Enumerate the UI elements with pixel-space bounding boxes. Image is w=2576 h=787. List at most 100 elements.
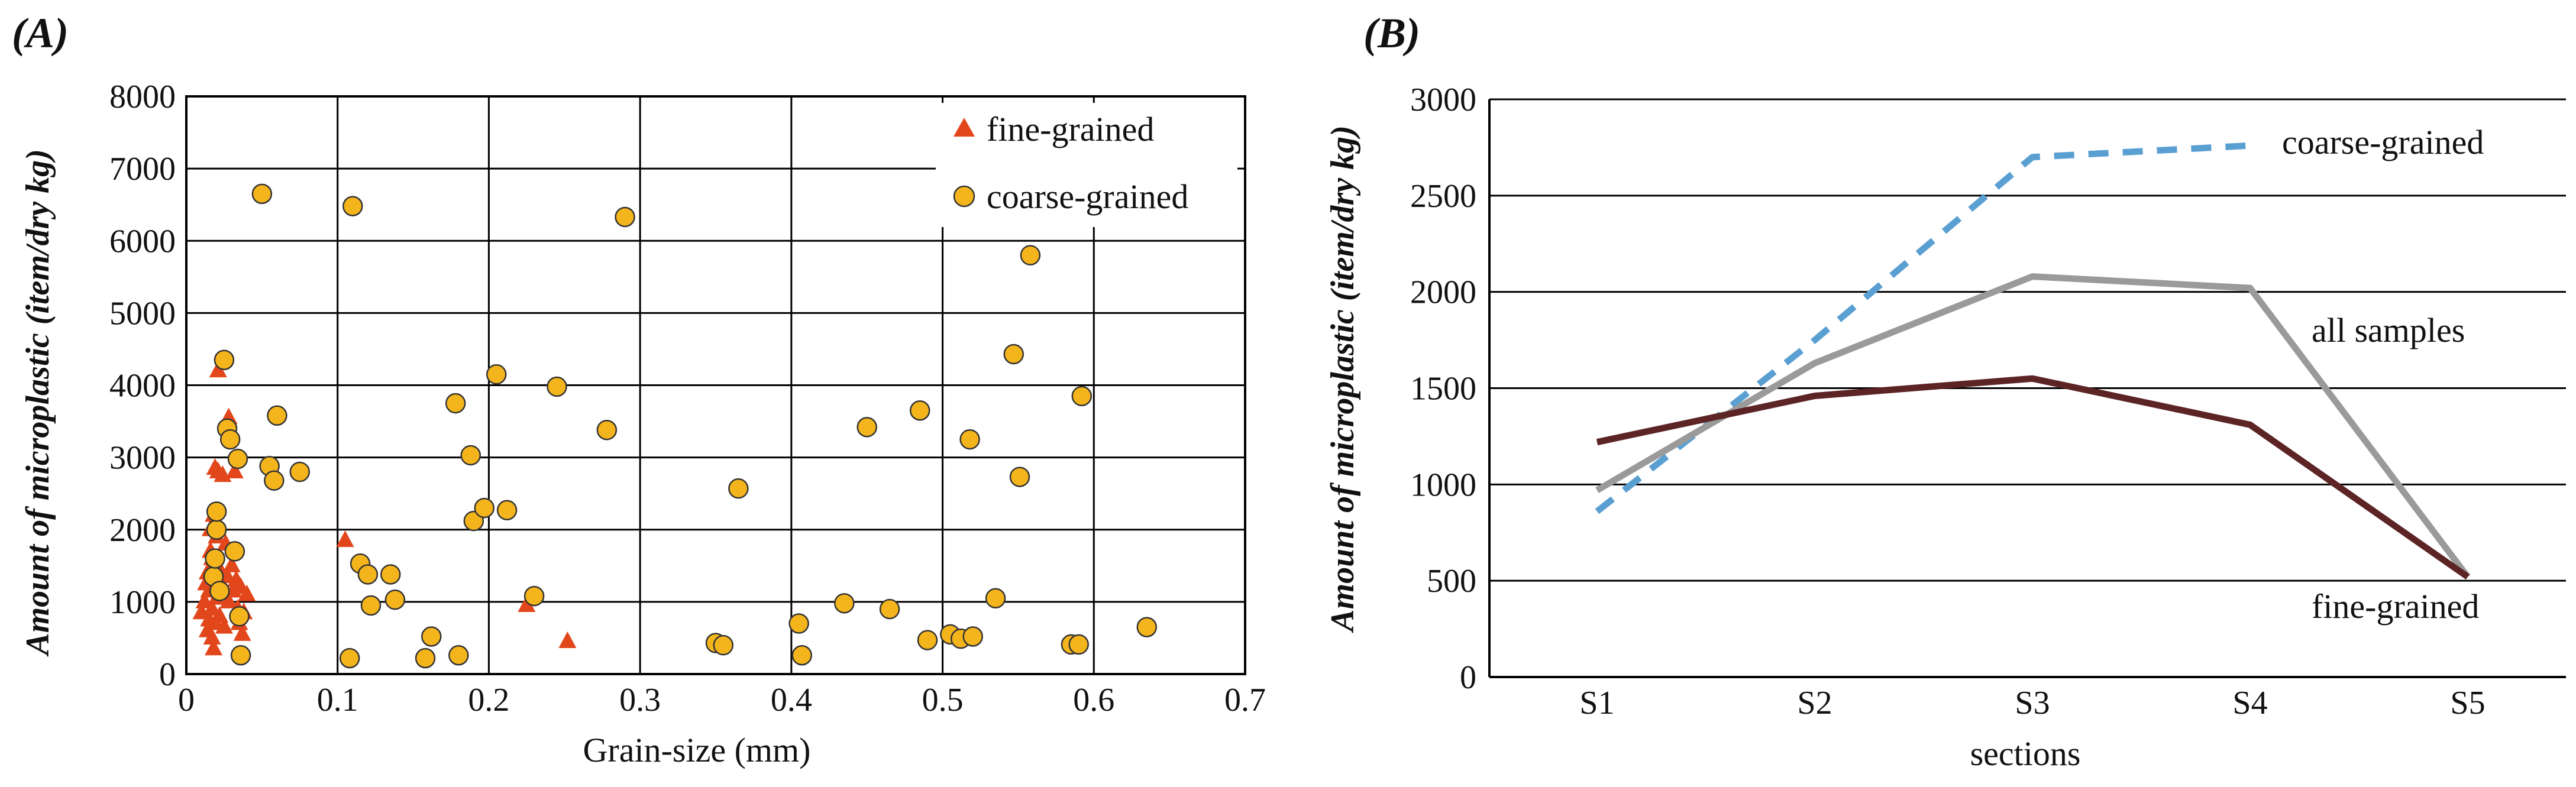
fine-grained-point — [203, 627, 221, 645]
panel-b-series-lines — [1595, 142, 2471, 580]
line-label-coarse-grained: coarse-grained — [2282, 123, 2484, 161]
panel-a-y-tick-label: 1000 — [109, 584, 176, 621]
panel-a-x-tick-label: 0.4 — [771, 682, 812, 718]
coarse-grained-point — [1071, 386, 1093, 407]
legend-coarse-grained-marker — [953, 185, 975, 208]
coarse-grained-point — [227, 448, 248, 469]
coarse-grained-point — [448, 645, 469, 666]
legend-coarse-grained-label: coarse-grained — [987, 177, 1188, 216]
coarse-grained-point — [205, 548, 225, 569]
coarse-grained-point — [474, 497, 495, 519]
coarse-grained-point — [360, 595, 382, 616]
fine-grained-point — [336, 530, 354, 548]
panel-a-scatter-chart: (A) Amount of microplastic (item/dry kg)… — [12, 9, 1266, 769]
panel-a-y-tick-label: 2000 — [109, 512, 176, 549]
coarse-grained-point — [1020, 245, 1041, 265]
panel-b-x-tick-label: S4 — [2232, 685, 2267, 721]
coarse-grained-point — [289, 461, 311, 482]
coarse-grained-point — [713, 634, 734, 656]
coarse-grained-point — [909, 400, 930, 421]
panel-a-y-axis-title: Amount of microplastic (item/dry kg) — [20, 149, 56, 657]
fine-grained-point — [238, 584, 256, 601]
fine-grained-point — [203, 599, 221, 616]
panel-b-x-tick-label: S1 — [1579, 685, 1614, 721]
panel-b-label: (B) — [1363, 9, 1420, 57]
coarse-grained-point — [219, 429, 241, 450]
legend-fine-grained-label: fine-grained — [987, 110, 1154, 148]
coarse-grained-point — [460, 445, 481, 466]
panel-b-y-tick-label: 500 — [1427, 563, 1476, 600]
fine-grained-point — [205, 639, 223, 656]
coarse-grained-point — [791, 645, 813, 666]
fine-grained-point — [215, 617, 233, 634]
coarse-grained-point — [917, 630, 938, 650]
panel-b-y-axis-title: Amount of microplastic (item/dry kg) — [1324, 125, 1361, 633]
panel-b-y-tick-label: 1000 — [1410, 467, 1476, 503]
panel-b-x-tick-labels: S1 S2 S3 S4 S5 — [1579, 685, 2485, 721]
coarse-grained-point — [1068, 634, 1089, 655]
panel-a-x-tick-label: 0.3 — [619, 682, 661, 718]
coarse-grained-point — [209, 581, 230, 601]
panel-a-x-tick-label: 0.2 — [468, 682, 509, 718]
panel-a-x-tick-label: 0.6 — [1073, 682, 1114, 718]
coarse-grained-point — [985, 588, 1006, 609]
coarse-grained-point — [342, 196, 363, 216]
panel-a-label: (A) — [12, 9, 69, 57]
panel-a-coarse-grained-points — [203, 183, 1158, 669]
fine-grained-point — [233, 624, 251, 641]
panel-a-x-axis-title: Grain-size (mm) — [583, 731, 811, 769]
fine-grained-point — [558, 631, 577, 649]
coarse-grained-point — [834, 593, 855, 614]
coarse-grained-point — [1009, 467, 1030, 487]
coarse-grained-point — [251, 183, 273, 205]
panel-b-x-tick-label: S2 — [1797, 685, 1832, 721]
coarse-grained-point — [421, 626, 442, 647]
panel-b-y-tick-label: 2500 — [1410, 178, 1476, 215]
panel-b-y-tick-label: 0 — [1460, 659, 1476, 696]
coarse-grained-point — [206, 519, 227, 540]
coarse-grained-point — [445, 393, 466, 414]
coarse-grained-point — [357, 564, 379, 585]
panel-a-y-tick-label: 0 — [159, 656, 176, 693]
fine-grained-point — [518, 595, 536, 612]
panel-a-legend: fine-grained coarse-grained — [936, 103, 1237, 227]
panel-b-y-tick-labels: 0 500 1000 1500 2000 2500 3000 — [1410, 82, 1476, 696]
coarse-grained-point — [962, 626, 983, 647]
legend-fine-grained-marker — [954, 118, 975, 137]
coarse-grained-point — [380, 564, 401, 585]
line-label-fine-grained: fine-grained — [2312, 587, 2479, 626]
coarse-grained-point — [229, 606, 250, 627]
coarse-grained-point — [788, 613, 809, 634]
panel-a-y-tick-labels: 0 1000 2000 3000 4000 5000 6000 7000 8000 — [109, 79, 176, 693]
panel-b-line-chart: (B) Amount of microplastic (item/dry kg)… — [1324, 9, 2566, 773]
panel-a-y-tick-label: 5000 — [109, 295, 176, 332]
panel-a-y-tick-label: 8000 — [109, 79, 176, 115]
fine-grained-point — [219, 591, 238, 608]
panel-a-x-tick-label: 0.5 — [922, 682, 964, 718]
panel-a-y-tick-label: 6000 — [109, 223, 176, 260]
coarse-grained-point — [486, 364, 507, 385]
coarse-grained-point — [959, 429, 980, 450]
coarse-grained-point — [1136, 617, 1158, 637]
panel-a-x-tick-label: 0.1 — [317, 682, 358, 718]
coarse-grained-point — [879, 598, 900, 620]
fine-grained-point — [225, 462, 244, 479]
coarse-grained-point — [214, 349, 235, 371]
panel-b-x-tick-label: S3 — [2015, 685, 2050, 721]
panel-b-y-tick-label: 3000 — [1410, 82, 1476, 118]
coarse-grained-point — [206, 501, 227, 522]
panel-a-gridlines — [185, 95, 1246, 675]
coarse-grained-point — [339, 647, 360, 669]
series-line-all-samples — [1595, 273, 2471, 579]
panel-a-fine-grained-points — [192, 361, 577, 656]
coarse-grained-point — [267, 405, 287, 426]
panel-b-x-tick-label: S5 — [2450, 685, 2485, 721]
fine-grained-point — [209, 361, 227, 378]
panel-a-y-tick-label: 4000 — [109, 368, 176, 404]
coarse-grained-point — [1003, 344, 1024, 365]
coarse-grained-point — [547, 376, 567, 397]
panel-b-gridlines — [1489, 98, 2566, 582]
panel-a-x-tick-label: 0 — [178, 682, 195, 718]
panel-a-y-tick-label: 3000 — [109, 440, 176, 477]
